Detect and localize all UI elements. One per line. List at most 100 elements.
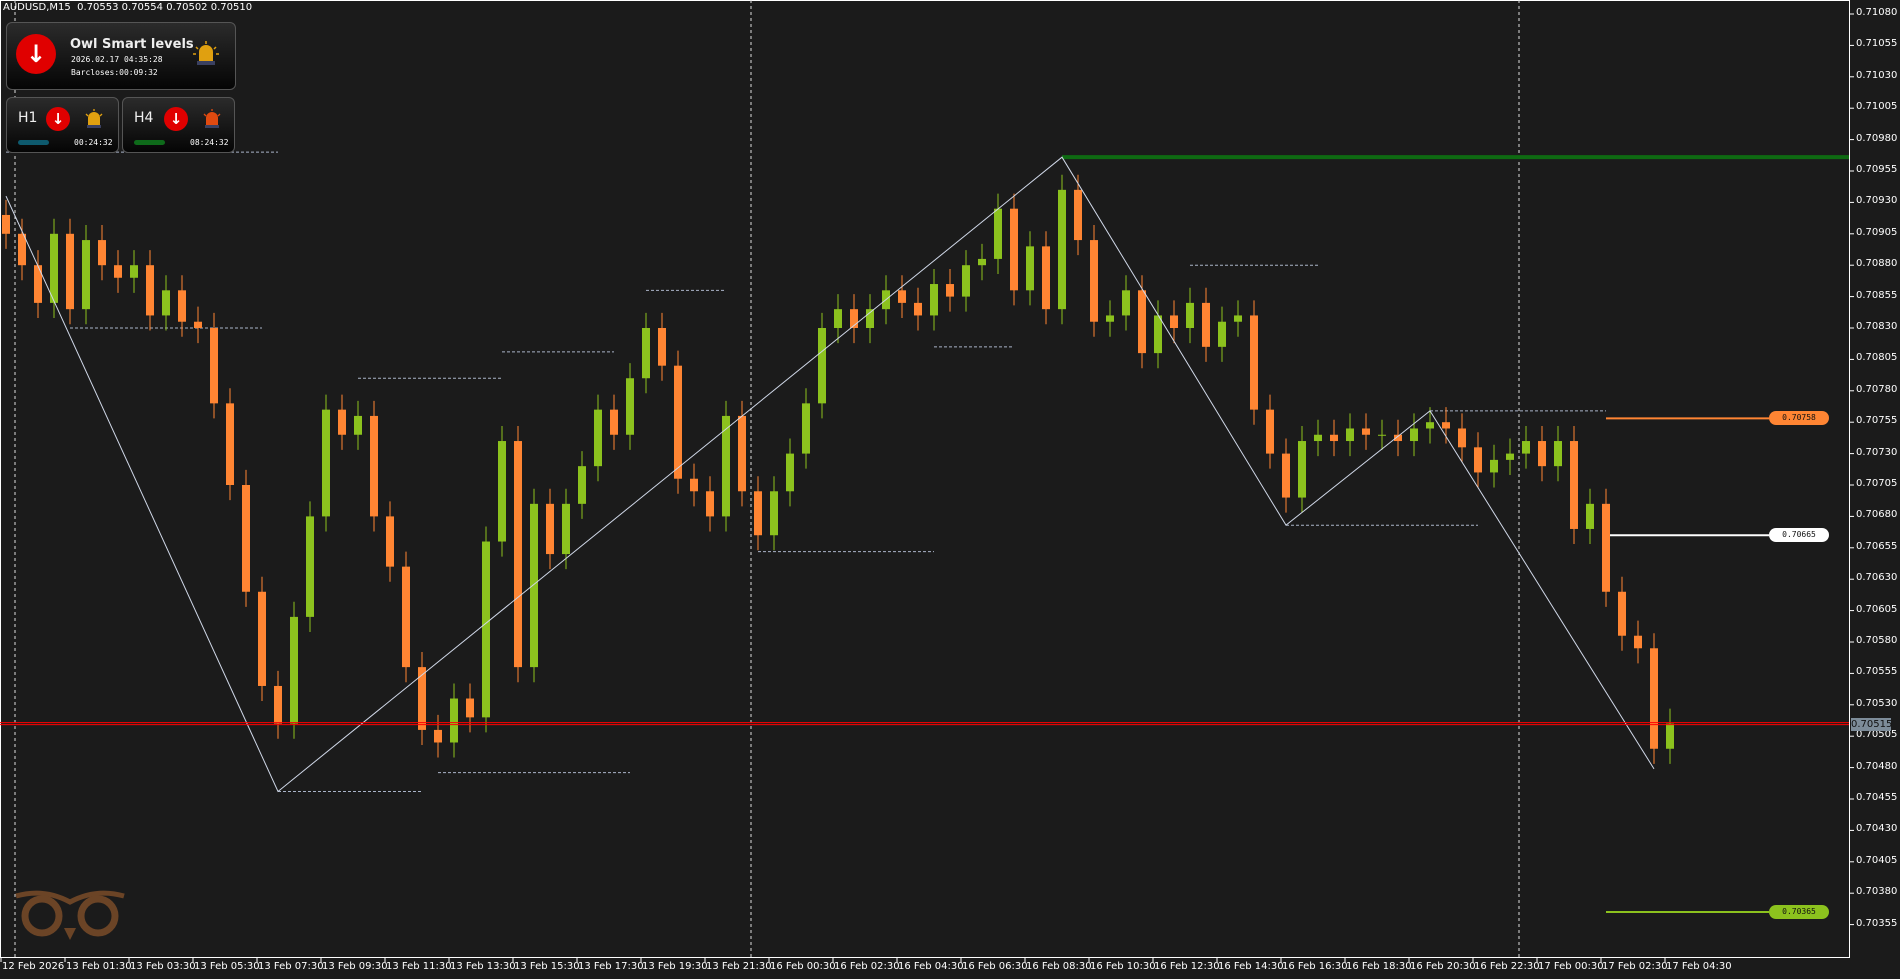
x-tick-label: 13 Feb 03:30 [130,961,196,972]
candle-body [450,698,458,743]
timeframe-card-h4: H4 ↓ 08:24:32 [122,97,235,153]
bar-closes: Barcloses:00:09:32 [71,68,158,77]
candle-body [546,503,554,555]
candle-body [1362,428,1370,435]
x-tick-label: 16 Feb 22:30 [1474,961,1540,972]
level-price-label: 0.70758 [1769,411,1829,426]
x-tick-label: 16 Feb 16:30 [1282,961,1348,972]
candle-body [1650,648,1658,749]
timer-progress-bar [18,140,49,145]
timer: 00:24:32 [74,138,113,147]
candle-body [1538,441,1546,467]
siren-amber-icon [193,41,219,65]
candle-body [514,441,522,668]
candle-body [1394,434,1402,442]
candle-body [434,729,442,743]
symbol-label: AUDUSD,M15 [3,2,71,13]
y-tick-label: 0.70630 [1856,572,1898,584]
x-tick-label: 13 Feb 05:30 [194,961,260,972]
candle-body [162,290,170,316]
candle-body [754,491,762,536]
x-tick-label: 13 Feb 21:30 [706,961,772,972]
candle-body [1298,441,1306,498]
y-tick-label: 0.70930 [1856,195,1898,207]
level-price-label: 0.70365 [1769,905,1829,920]
candle-body [562,503,570,555]
candle-body [978,258,986,266]
candle-body [1122,290,1130,316]
candle-body [98,240,106,266]
candle-body [1506,453,1514,460]
y-tick-label: 0.70380 [1856,886,1898,898]
timeframe-label: H1 [18,110,38,126]
candle-body [850,309,858,328]
candle-body [706,491,714,517]
candle-body [1058,189,1066,310]
x-tick-label: 16 Feb 12:30 [1154,961,1220,972]
candle-body [802,403,810,454]
candle-body [866,309,874,328]
candle-body [1378,434,1386,436]
candle-body [1602,503,1610,592]
candle-body [306,516,314,617]
y-tick-label: 0.71080 [1856,7,1898,18]
candle-body [2,214,10,234]
candle-body [818,328,826,404]
x-tick-label: 16 Feb 02:30 [834,961,900,972]
candle-body [146,265,154,316]
candle-body [18,233,26,266]
candle-body [578,466,586,504]
candle-body [914,302,922,316]
x-tick-label: 16 Feb 06:30 [962,961,1028,972]
candle-body [34,265,42,303]
candle-body [834,309,842,328]
candle-body [930,284,938,316]
siren-red-icon [203,109,221,128]
candle-body [786,453,794,492]
y-tick-label: 0.70855 [1856,289,1898,301]
candle-body [290,616,298,724]
x-tick-label: 16 Feb 18:30 [1346,961,1412,972]
owl-smart-levels-panel: ↓ Owl Smart levels 2026.02.17 04:35:28 B… [6,22,236,90]
x-tick-label: 13 Feb 09:30 [322,961,388,972]
candle-body [66,233,74,310]
y-tick-label: 0.70505 [1856,729,1898,741]
x-tick-label: 16 Feb 00:30 [770,961,836,972]
candle-body [210,328,218,404]
candle-body [994,208,1002,259]
siren-amber-icon [85,109,103,128]
timeframe-card-h1: H1 ↓ 00:24:32 [6,97,119,153]
candle-body [898,290,906,303]
candle-body [738,415,746,492]
candle-body [1026,246,1034,291]
x-tick-label: 13 Feb 01:30 [66,961,132,972]
y-tick-label: 0.71005 [1856,101,1898,113]
ohlc-readout: 0.70553 0.70554 0.70502 0.70510 [77,2,253,13]
candle-body [130,265,138,278]
candle-body [226,403,234,485]
candle-body [626,378,634,435]
candle-body [1218,321,1226,347]
candle-body [610,409,618,435]
timeframe-label: H4 [134,110,154,126]
zigzag-line [5,156,1655,793]
candle-body [1202,302,1210,347]
candle-body [482,541,490,718]
candle-body [1074,189,1082,241]
candle-body [1106,315,1114,322]
x-tick-label: 13 Feb 15:30 [514,961,580,972]
candle-body [1410,428,1418,442]
arrow-down-icon: ↓ [164,107,188,131]
y-tick-label: 0.70805 [1856,352,1898,364]
candle-body [1666,723,1674,749]
arrow-down-icon: ↓ [16,34,56,74]
candle-body [1186,302,1194,328]
y-tick-label: 0.70680 [1856,509,1898,521]
candle-body [1282,453,1290,498]
candle-body [1442,422,1450,429]
y-tick-label: 0.70980 [1856,132,1898,144]
candle-body [466,698,474,718]
y-tick-label: 0.71055 [1856,38,1898,50]
candle-body [1330,434,1338,442]
